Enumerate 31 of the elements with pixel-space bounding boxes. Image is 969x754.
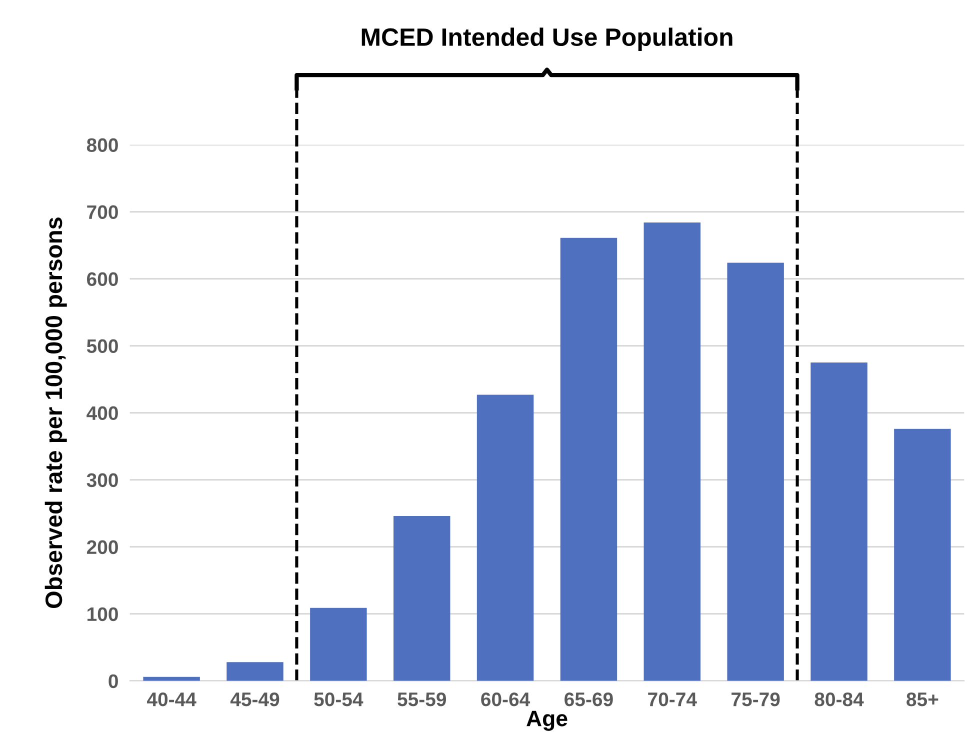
y-tick-label: 600 [87, 272, 118, 286]
y-tick-label: 0 [108, 674, 118, 688]
y-axis-title: Observed rate per 100,000 persons [44, 218, 67, 608]
bar [727, 262, 784, 681]
bar [310, 608, 367, 681]
bar [644, 222, 701, 681]
bar [393, 516, 450, 681]
y-tick-label: 200 [86, 540, 118, 554]
y-tick-label: 100 [88, 607, 118, 622]
x-tick-label: 75-79 [732, 692, 780, 706]
bar [476, 394, 534, 681]
x-tick-label: 85+ [906, 692, 938, 706]
x-tick-label: 65-69 [564, 692, 613, 706]
y-tick-label: 800 [86, 138, 118, 152]
x-tick-label: 55-59 [398, 692, 446, 706]
y-tick-label: 500 [86, 339, 118, 354]
bar [810, 362, 868, 681]
text: MCED Intended Use Population [362, 28, 732, 51]
x-tick-label: 70-74 [648, 692, 697, 706]
x-axis-title: Age [526, 710, 568, 731]
y-tick-label: 300 [86, 473, 118, 488]
x-tick-label: 80-84 [814, 692, 864, 706]
y-tick-label: 700 [87, 205, 118, 220]
bar [226, 662, 284, 681]
x-tick-label: 60-64 [481, 692, 530, 706]
x-tick-label: 50-54 [314, 692, 364, 706]
x-tick-label: 40-44 [146, 692, 196, 706]
bar [560, 238, 618, 681]
y-tick-label: 400 [86, 406, 118, 420]
bar [894, 428, 951, 681]
x-tick-label: 45-49 [230, 692, 280, 706]
